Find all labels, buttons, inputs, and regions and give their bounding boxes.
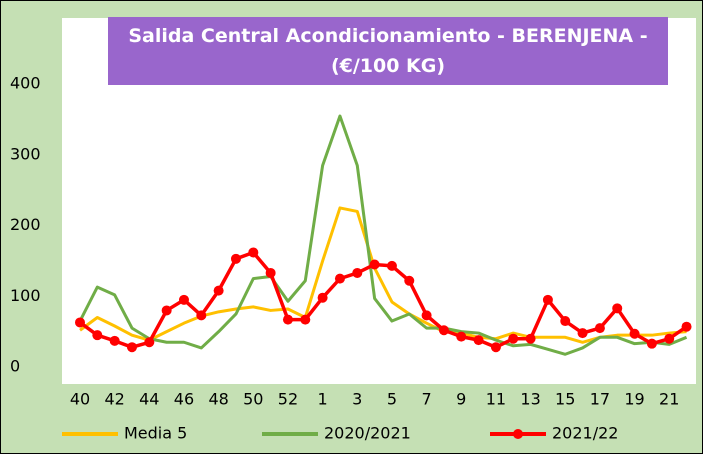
series-marker (248, 247, 259, 258)
series-marker (317, 292, 328, 303)
series-marker (664, 333, 675, 344)
series-marker (196, 310, 207, 321)
series-marker (75, 317, 85, 328)
x-tick-label: 15 (555, 390, 575, 409)
x-tick-label: 17 (590, 390, 610, 409)
series-marker (421, 310, 432, 321)
x-tick-label: 1 (318, 390, 328, 409)
series-marker (213, 285, 224, 296)
x-tick-label: 5 (387, 390, 397, 409)
series-marker (629, 328, 640, 339)
legend-label: 2021/22 (552, 424, 618, 443)
series-marker (577, 328, 588, 339)
series-marker (334, 273, 345, 284)
series-marker (542, 294, 553, 305)
series-marker (646, 338, 657, 349)
x-tick-label: 44 (139, 390, 159, 409)
series-marker (300, 314, 311, 325)
series-line (78, 114, 688, 356)
series-marker (144, 337, 155, 348)
x-tick-label: 52 (278, 390, 298, 409)
series-marker (594, 323, 605, 334)
series-marker (178, 294, 189, 305)
series-marker (456, 331, 467, 342)
x-tick-label: 42 (104, 390, 124, 409)
x-tick-label: 21 (659, 390, 679, 409)
y-tick-label: 100 (10, 286, 41, 305)
legend-marker (513, 429, 523, 439)
series-marker (92, 330, 103, 341)
series-marker (560, 316, 571, 327)
series-marker (352, 267, 363, 278)
x-tick-label: 7 (422, 390, 432, 409)
series-marker (490, 342, 501, 353)
x-tick-label: 11 (486, 390, 506, 409)
series-marker (282, 314, 293, 325)
y-tick-label: 300 (10, 144, 41, 163)
series-marker (473, 335, 484, 346)
y-tick-label: 400 (10, 74, 41, 93)
x-tick-label: 46 (174, 390, 194, 409)
y-tick-label: 0 (10, 357, 20, 376)
series-marker (508, 333, 519, 344)
x-tick-label: 48 (208, 390, 228, 409)
series-marker (525, 333, 536, 344)
legend-label: Media 5 (124, 424, 187, 443)
series-marker (369, 259, 380, 270)
y-tick-label: 200 (10, 215, 41, 234)
series-marker (109, 335, 120, 346)
x-tick-label: 9 (456, 390, 466, 409)
series-line (79, 206, 687, 344)
series-marker (161, 305, 172, 316)
series-marker (681, 321, 692, 332)
legend-label: 2020/2021 (324, 424, 411, 443)
x-tick-label: 50 (243, 390, 263, 409)
x-tick-label: 19 (624, 390, 644, 409)
x-tick-label: 13 (520, 390, 540, 409)
title-container: Salida Central Acondicionamiento - BEREN… (128, 25, 648, 77)
x-tick-label: 40 (70, 390, 90, 409)
series-marker (230, 253, 241, 264)
series-marker (438, 325, 449, 336)
series-marker (386, 260, 397, 271)
series-marker (265, 267, 276, 278)
series-marker (126, 342, 137, 353)
chart-title: Salida Central Acondicionamiento - BEREN… (128, 25, 648, 77)
series-marker (612, 303, 623, 314)
x-tick-label: 3 (352, 390, 362, 409)
series-marker (404, 275, 415, 286)
title-box (108, 17, 668, 85)
